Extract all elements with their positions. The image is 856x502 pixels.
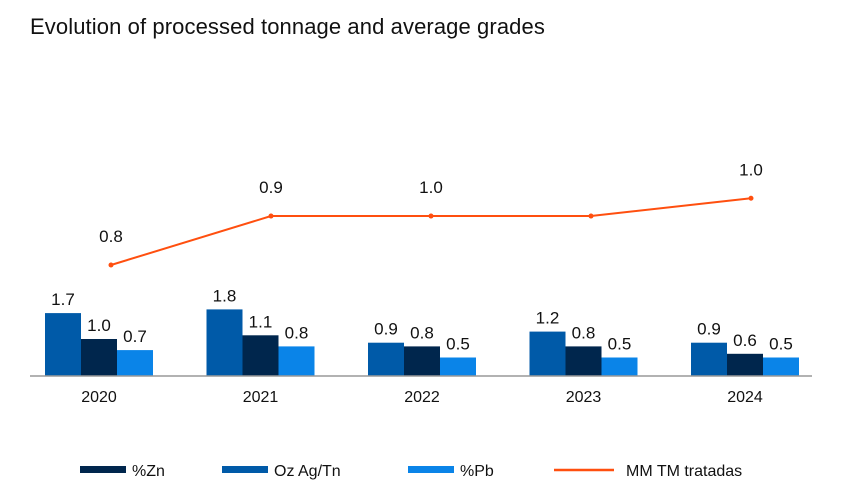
legend-label: %Zn — [132, 463, 165, 480]
legend-label: Oz Ag/Tn — [274, 463, 341, 480]
line-point-2024 — [748, 195, 754, 201]
line-point-2022 — [428, 213, 434, 219]
line-data-label: 1.0 — [419, 178, 443, 197]
legend-swatch — [408, 466, 454, 473]
line-point-2020 — [108, 262, 114, 268]
legend-swatch — [80, 466, 126, 473]
legend-label: %Pb — [460, 463, 494, 480]
data-label: 1.0 — [87, 316, 111, 335]
x-tick-label: 2022 — [404, 389, 440, 406]
line-point-2023 — [588, 213, 594, 219]
line-point-2021 — [268, 213, 274, 219]
legend-label: MM TM tratadas — [626, 463, 742, 480]
bar-pb-2020 — [117, 350, 153, 376]
x-tick-label: 2023 — [566, 389, 602, 406]
data-label: 0.5 — [769, 335, 793, 354]
data-label: 1.2 — [536, 309, 560, 328]
data-label: 1.1 — [249, 312, 273, 331]
data-label: 0.5 — [608, 335, 632, 354]
data-label: 1.8 — [213, 286, 237, 305]
bar-pb-2024 — [763, 357, 799, 376]
bar-ozagtn-2023 — [529, 331, 566, 376]
data-label: 0.8 — [410, 323, 434, 342]
data-label: 0.9 — [374, 320, 398, 339]
line-series-mm-tm-tratadas — [110, 197, 752, 266]
bar-zn-2022 — [404, 346, 440, 376]
bar-ozagtn-2020 — [45, 313, 81, 376]
bar-pb-2022 — [440, 357, 476, 376]
data-label: 0.6 — [733, 331, 757, 350]
bar-ozagtn-2024 — [691, 342, 727, 376]
x-tick-label: 2021 — [243, 389, 279, 406]
data-label: 1.7 — [51, 290, 75, 309]
line-data-label: 1.0 — [739, 160, 763, 179]
data-label: 0.9 — [697, 320, 721, 339]
line-data-label: 0.8 — [99, 227, 123, 246]
data-label: 0.8 — [285, 323, 309, 342]
bar-zn-2024 — [727, 353, 763, 376]
data-label: 0.5 — [446, 335, 470, 354]
bar-ozagtn-2021 — [206, 309, 243, 376]
data-label: 0.7 — [123, 327, 147, 346]
chart-title: Evolution of processed tonnage and avera… — [30, 14, 545, 39]
bar-zn-2020 — [81, 339, 117, 376]
legend-swatch — [222, 466, 268, 473]
bar-ozagtn-2022 — [368, 342, 404, 376]
bar-zn-2021 — [242, 335, 279, 376]
line-data-label: 0.9 — [259, 178, 283, 197]
x-tick-label: 2020 — [81, 389, 117, 406]
bar-pb-2021 — [278, 346, 315, 376]
bar-pb-2023 — [601, 357, 638, 376]
x-tick-label: 2024 — [727, 389, 763, 406]
data-label: 0.8 — [572, 323, 596, 342]
bar-zn-2023 — [565, 346, 602, 376]
